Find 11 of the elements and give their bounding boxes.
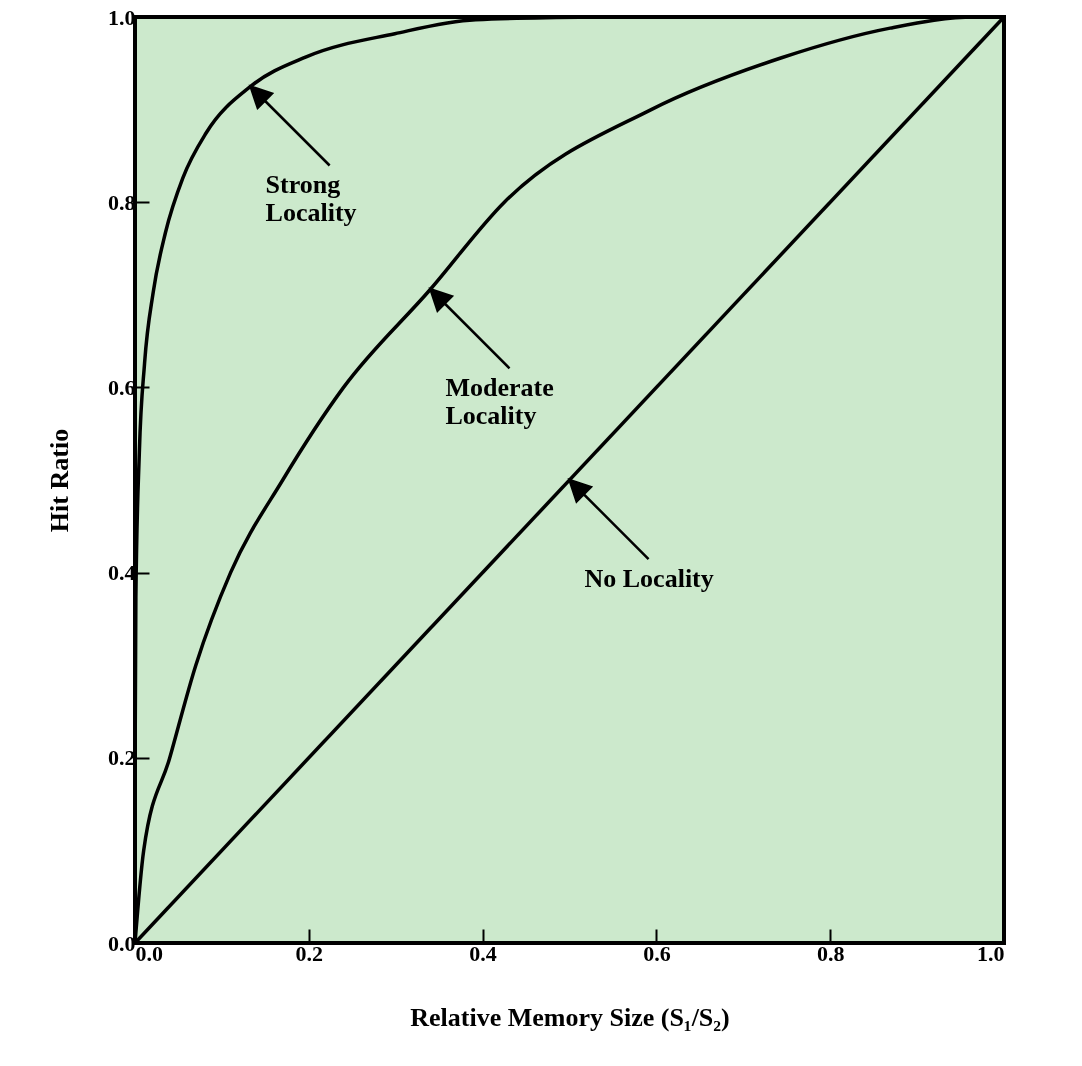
x-tick-label: 0.4 [469,940,497,966]
x-tick-label: 0.6 [643,940,671,966]
y-axis-title: Hit Ratio [45,428,74,533]
x-tick-label: 0.2 [295,940,324,966]
x-axis-title: Relative Memory Size (S₁/S₂) [410,1002,730,1032]
annotation: No Locality [584,564,714,593]
x-tick-label: 0.8 [816,940,845,966]
x-tick-label: 1.0 [977,940,1005,966]
annotation: Moderate Locality [445,373,554,431]
annotation: Strong Locality [265,170,357,228]
x-tick-label: 0.0 [135,940,163,966]
